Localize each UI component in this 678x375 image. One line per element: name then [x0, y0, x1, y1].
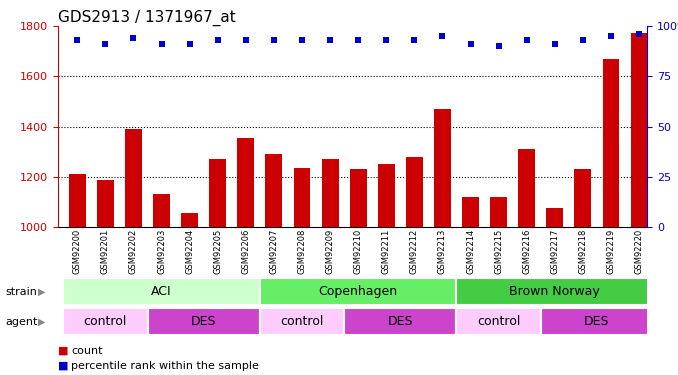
Bar [378, 164, 395, 227]
Text: ▶: ▶ [38, 317, 45, 327]
Text: ▶: ▶ [38, 287, 45, 297]
Bar [603, 59, 620, 227]
Text: GDS2913 / 1371967_at: GDS2913 / 1371967_at [58, 9, 235, 26]
Text: percentile rank within the sample: percentile rank within the sample [71, 361, 259, 370]
Bar [350, 169, 367, 227]
Text: agent: agent [5, 317, 38, 327]
Bar [321, 159, 338, 227]
Point [212, 37, 223, 43]
Text: ACI: ACI [151, 285, 172, 298]
Bar [631, 33, 647, 227]
Point [100, 41, 111, 47]
Bar [541, 308, 653, 335]
Bar [69, 174, 85, 227]
Bar [153, 194, 170, 227]
Point [128, 35, 139, 41]
Text: ■: ■ [58, 361, 68, 370]
Point [241, 37, 252, 43]
Point [605, 33, 616, 39]
Bar [266, 154, 282, 227]
Text: control: control [83, 315, 127, 328]
Point [381, 37, 392, 43]
Bar [125, 129, 142, 227]
Point [353, 37, 363, 43]
Bar [344, 308, 456, 335]
Bar [518, 149, 535, 227]
Bar [260, 278, 456, 305]
Bar [546, 208, 563, 227]
Bar [210, 159, 226, 227]
Point [437, 33, 448, 39]
Point [268, 37, 279, 43]
Text: ■: ■ [58, 346, 68, 355]
Bar [294, 168, 311, 227]
Point [325, 37, 336, 43]
Bar [237, 138, 254, 227]
Text: DES: DES [584, 315, 610, 328]
Bar [462, 197, 479, 227]
Bar [148, 308, 260, 335]
Point [409, 37, 420, 43]
Bar [456, 278, 653, 305]
Point [184, 41, 195, 47]
Point [493, 44, 504, 50]
Point [549, 41, 560, 47]
Bar [260, 308, 344, 335]
Point [72, 37, 83, 43]
Bar [456, 308, 541, 335]
Bar [97, 180, 114, 227]
Text: count: count [71, 346, 102, 355]
Text: DES: DES [191, 315, 216, 328]
Bar [574, 169, 591, 227]
Text: control: control [477, 315, 520, 328]
Bar [181, 213, 198, 227]
Point [521, 37, 532, 43]
Bar [490, 197, 507, 227]
Point [465, 41, 476, 47]
Point [578, 37, 589, 43]
Text: Brown Norway: Brown Norway [509, 285, 600, 298]
Text: control: control [280, 315, 323, 328]
Point [296, 37, 307, 43]
Point [634, 31, 645, 37]
Text: Copenhagen: Copenhagen [319, 285, 398, 298]
Bar [406, 157, 423, 227]
Text: strain: strain [5, 287, 37, 297]
Point [156, 41, 167, 47]
Bar [63, 278, 260, 305]
Bar [434, 109, 451, 227]
Bar [63, 308, 148, 335]
Text: DES: DES [388, 315, 413, 328]
